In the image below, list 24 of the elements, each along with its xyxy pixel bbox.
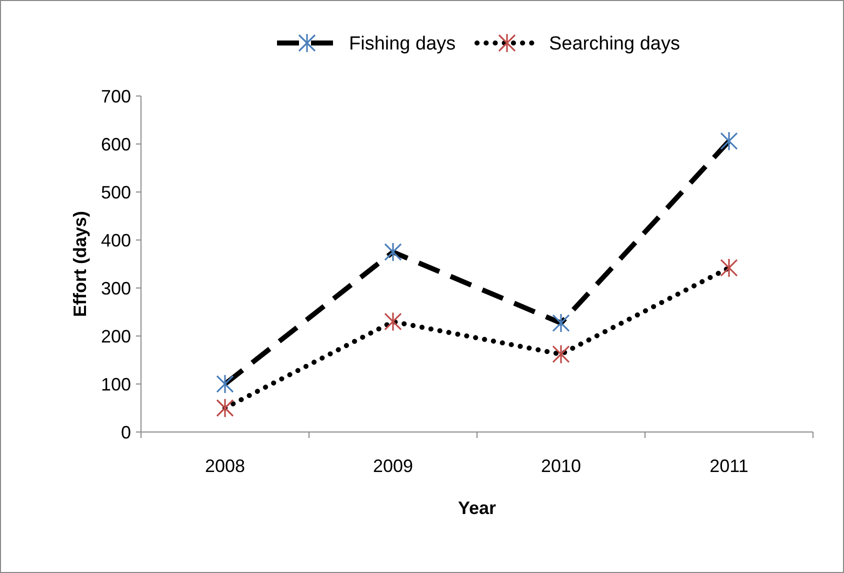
y-tick-label: 400 — [100, 230, 131, 250]
point — [384, 242, 402, 262]
y-tick-label: 100 — [100, 374, 131, 394]
x-axis-title: Year — [458, 498, 496, 518]
y-tick-label: 600 — [100, 134, 131, 154]
y-tick-label: 200 — [100, 326, 131, 346]
legend-label: Fishing days — [349, 34, 456, 55]
x-tick-label: 2009 — [372, 456, 414, 476]
point — [552, 313, 570, 333]
point — [552, 344, 570, 364]
y-tick-label: 0 — [120, 422, 131, 442]
y-tick-label: 500 — [100, 182, 131, 202]
x-tick-label: 2011 — [710, 456, 748, 476]
point — [384, 312, 402, 332]
y-tick-label: 700 — [100, 86, 131, 106]
y-tick-label: 300 — [100, 278, 131, 298]
legend-label: Searching days — [549, 34, 680, 55]
point — [720, 131, 738, 151]
x-tick-label: 2008 — [204, 456, 246, 476]
x-tick-label: 2010 — [540, 456, 582, 476]
point — [720, 258, 738, 278]
point — [216, 398, 234, 418]
point — [216, 374, 234, 394]
y-axis-title: Effort (days) — [70, 210, 90, 318]
